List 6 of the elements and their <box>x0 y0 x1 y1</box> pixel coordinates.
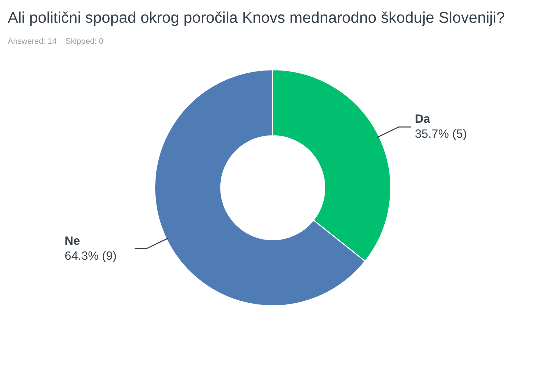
chart-title: Ali politični spopad okrog poročila Knovs mednarodno škoduje Sloveniji? <box>8 10 506 27</box>
slice-label: Ne <box>64 234 81 248</box>
data-label: 64.3% (9) <box>64 248 117 263</box>
slice-label: Da <box>415 112 431 126</box>
chart-subtitle: Answered: 14 Skipped: 0 <box>8 37 104 46</box>
data-label: 35.7% (5) <box>415 127 468 142</box>
